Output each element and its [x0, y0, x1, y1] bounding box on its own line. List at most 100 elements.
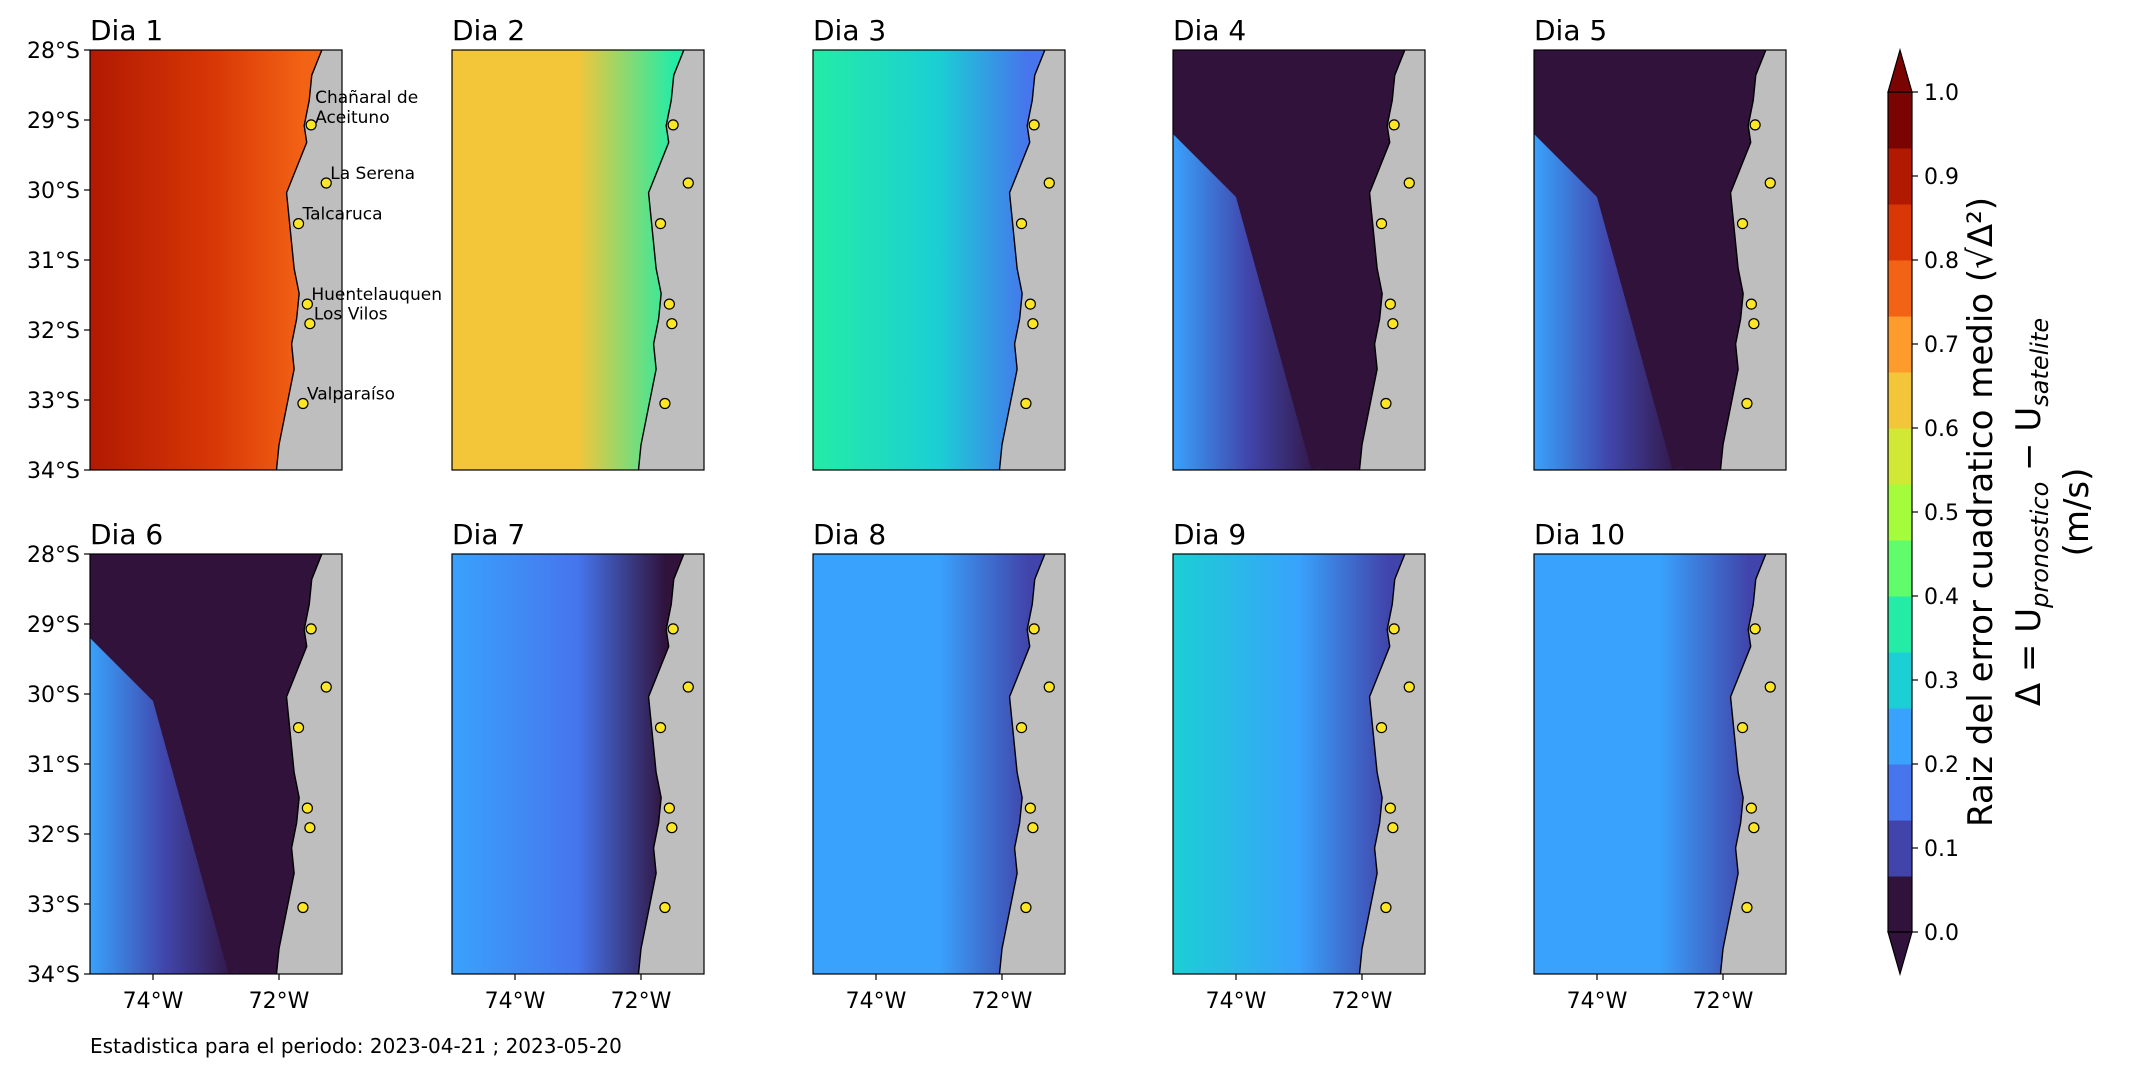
lon-tick-label: 74°W — [123, 989, 184, 1014]
city-marker — [1748, 822, 1760, 834]
lat-tick-label: 34°S — [27, 963, 80, 988]
city-marker — [1028, 623, 1040, 635]
map-panel: Dia 1 Chañaral de Aceituno La Serena Talcaru… — [27, 14, 442, 484]
panel-frame — [451, 553, 705, 975]
lon-tick-label: 72°W — [611, 989, 672, 1014]
city-marker — [654, 218, 667, 230]
city-marker — [1384, 802, 1396, 814]
colorbar: 0.0 0.1 0.2 0.3 0.4 0.5 0.6 0.7 0.8 0.9 1.0 Raiz de… — [1887, 47, 2097, 977]
map-panel: Dia 9 74°W 72°W — [1172, 518, 1426, 1014]
land-mass — [1359, 554, 1425, 974]
city-marker — [1736, 218, 1749, 230]
city-marker — [666, 822, 678, 834]
city-marker — [659, 397, 671, 410]
city-marker — [1745, 298, 1757, 310]
low-error-region — [1534, 50, 1761, 470]
coastline — [998, 553, 1046, 975]
coastline — [275, 49, 323, 471]
lon-tick-label: 72°W — [972, 989, 1033, 1014]
colorbar-tick-label: 0.8 — [1924, 249, 1959, 274]
colorbar-segment — [1888, 820, 1912, 877]
land-mass — [1359, 50, 1425, 470]
city-marker — [1024, 802, 1036, 814]
land-mass — [999, 50, 1065, 470]
panel-title: Dia 3 — [813, 14, 886, 47]
lon-tick-label: 72°W — [1693, 989, 1754, 1014]
panel-title: Dia 6 — [90, 518, 163, 551]
colorbar-tick-label: 1.0 — [1924, 81, 1959, 106]
city-marker — [1028, 119, 1040, 131]
city-marker — [1749, 119, 1761, 131]
colorbar-tick-label: 0.9 — [1924, 165, 1959, 190]
city-marker — [301, 802, 313, 814]
land-mass — [1720, 554, 1786, 974]
panel-frame — [812, 553, 1066, 975]
panel-title: Dia 5 — [1534, 14, 1607, 47]
city-marker — [320, 681, 332, 693]
panel-title: Dia 8 — [813, 518, 886, 551]
city-marker — [1387, 318, 1399, 330]
lon-tick-label: 74°W — [846, 989, 907, 1014]
city-marker — [1375, 218, 1388, 230]
land-mass — [638, 50, 704, 470]
lat-tick-label: 33°S — [27, 389, 80, 414]
city-marker — [666, 318, 678, 330]
city-marker — [663, 298, 675, 310]
colorbar-segment — [1888, 484, 1912, 541]
map-panel: Dia 2 — [451, 14, 705, 471]
land-mass — [276, 50, 342, 470]
city-marker — [1020, 901, 1032, 914]
city-label: Huentelauquen — [311, 285, 442, 305]
lon-tick-label: 72°W — [249, 989, 310, 1014]
city-marker — [1024, 298, 1036, 310]
city-marker — [1745, 802, 1757, 814]
panel-title: Dia 2 — [452, 14, 525, 47]
city-marker — [682, 177, 694, 189]
colorbar-segment — [1888, 92, 1912, 149]
colorbar-label-line1: Raiz del error cuadratico medio (√Δ²) — [1961, 197, 2001, 827]
city-marker — [1384, 298, 1396, 310]
lat-tick-label: 29°S — [27, 109, 80, 134]
colorbar-segment — [1888, 372, 1912, 429]
period-footer: Estadistica para el periodo: 2023-04-21 … — [90, 1034, 622, 1058]
panel-title: Dia 1 — [90, 14, 163, 47]
map-panel: Dia 8 74°W 72°W — [812, 518, 1066, 1014]
city-marker — [304, 318, 316, 330]
land-mass — [1720, 50, 1786, 470]
map-panel: Dia 7 74°W 72°W — [451, 518, 705, 1014]
city-marker — [301, 298, 313, 310]
city-marker — [297, 397, 309, 410]
colorbar-extend-min — [1887, 931, 1913, 977]
city-marker — [682, 681, 694, 693]
lat-tick-label: 28°S — [27, 39, 80, 64]
colorbar-extend-max — [1887, 47, 1913, 93]
city-marker — [1741, 397, 1753, 410]
colorbar-label: Raiz del error cuadratico medio (√Δ²) Δ =… — [1961, 197, 2097, 827]
city-marker — [654, 721, 667, 734]
colorbar-tick-label: 0.1 — [1924, 837, 1959, 862]
colorbar-segment — [1888, 148, 1912, 205]
panel-title: Dia 7 — [452, 518, 525, 551]
lat-tick-label: 33°S — [27, 893, 80, 918]
city-marker — [663, 802, 675, 814]
land-mass — [999, 554, 1065, 974]
colorbar-tick-label: 0.3 — [1924, 669, 1959, 694]
city-marker — [1736, 721, 1749, 734]
coastline — [637, 553, 685, 975]
land-mass — [276, 554, 342, 974]
city-marker — [1388, 623, 1400, 635]
city-marker — [1748, 318, 1760, 330]
city-marker — [292, 721, 305, 734]
colorbar-segment — [1888, 204, 1912, 261]
city-marker — [1380, 397, 1392, 410]
city-marker — [1741, 901, 1753, 914]
lon-tick-label: 74°W — [1567, 989, 1628, 1014]
panel-frame — [451, 49, 705, 471]
lat-tick-label: 32°S — [27, 319, 80, 344]
colorbar-label-line3: (m/s) — [2057, 468, 2097, 557]
city-marker — [1403, 177, 1415, 189]
panel-frame — [1533, 553, 1787, 975]
city-label: Los Vilos — [314, 305, 388, 325]
city-marker — [1749, 623, 1761, 635]
city-marker — [659, 901, 671, 914]
